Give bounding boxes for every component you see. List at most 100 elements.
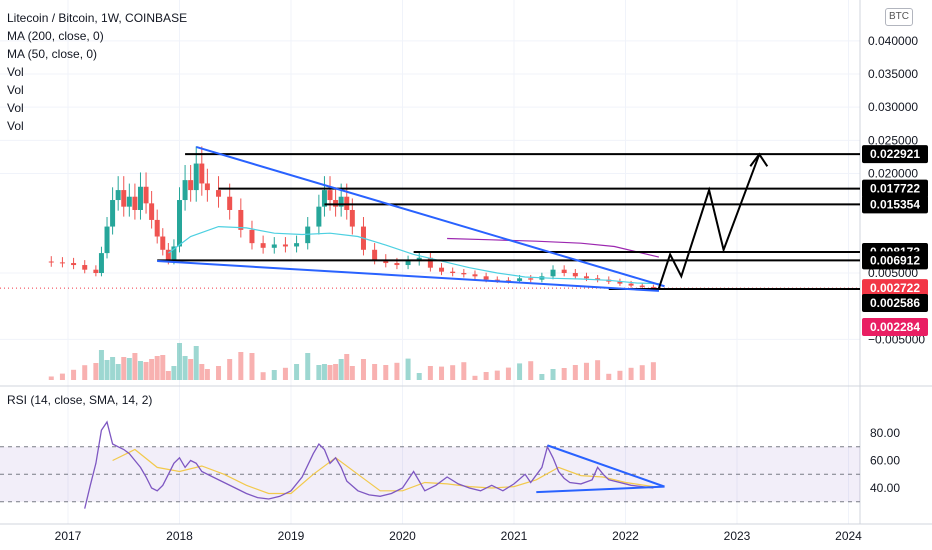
symbol-title[interactable]: Litecoin / Bitcoin, 1W, COINBASE	[7, 11, 188, 25]
candle-body	[472, 274, 478, 277]
rsi-sma-line	[112, 448, 654, 495]
volume-bar	[126, 358, 132, 380]
volume-bar	[227, 359, 233, 380]
price-label-box	[862, 318, 928, 337]
indicator-vol-2[interactable]: Vol	[7, 83, 24, 97]
projection-arrowhead	[749, 152, 769, 167]
candle-body	[249, 229, 255, 244]
volume-bar	[316, 365, 322, 380]
price-tick-label: 0.005000	[868, 266, 918, 280]
price-label-box	[862, 294, 928, 313]
candle-body	[282, 244, 288, 247]
volume-bar	[450, 365, 456, 380]
time-tick-label: 2018	[166, 529, 193, 543]
candle-body	[294, 243, 300, 247]
volume-bar	[143, 362, 149, 380]
candle-body	[550, 269, 556, 277]
indicator-ma50[interactable]: MA (50, close, 0)	[7, 47, 98, 61]
volume-bar	[294, 364, 300, 380]
candle-body	[528, 278, 534, 280]
rsi-trendline	[536, 485, 665, 494]
price-label-text: 0.022921	[870, 147, 920, 161]
candle-body	[450, 271, 456, 273]
volume-bar	[528, 361, 534, 380]
price-tick-label: 0.030000	[868, 100, 918, 114]
candle-body	[104, 226, 110, 254]
volume-bar	[416, 373, 422, 380]
candle-body	[115, 190, 121, 201]
volume-bar	[650, 362, 656, 380]
rsi-line	[84, 420, 654, 509]
volume-bar	[182, 356, 188, 380]
currency-badge[interactable]: BTC	[885, 8, 913, 26]
candle-body	[517, 278, 523, 281]
volume-bar	[561, 368, 567, 380]
volume-bars	[48, 343, 656, 380]
candle-body	[137, 186, 143, 210]
price-tick-label: 0.035000	[868, 67, 918, 81]
price-label-box	[862, 195, 928, 214]
price-label-text: 0.006912	[870, 253, 920, 267]
candle-body	[260, 243, 266, 248]
candle-body	[177, 200, 182, 247]
candle-body	[321, 190, 327, 207]
candle-body	[188, 180, 194, 191]
candle-body	[110, 200, 116, 227]
candle-body	[227, 196, 233, 210]
indicator-vol-4[interactable]: Vol	[7, 119, 24, 133]
volume-bar	[349, 366, 355, 380]
candle-body	[132, 196, 138, 210]
price-axis[interactable]: 0.040000 0.035000 0.030000 0.025000 0.020000…	[862, 34, 928, 495]
price-tick-label: 0.040000	[868, 34, 918, 48]
volume-bar	[104, 360, 110, 380]
volume-bar	[199, 364, 205, 380]
candle-body	[126, 196, 132, 207]
rsi-pane	[0, 420, 860, 509]
rsi-trendline	[547, 444, 665, 488]
candle-body	[639, 285, 645, 287]
volume-bar	[427, 366, 433, 380]
volume-bar	[59, 373, 65, 380]
indicator-vol-1[interactable]: Vol	[7, 65, 24, 79]
time-axis[interactable]: 2017 2018 2019 2020 2021 2022 2023 2024	[55, 529, 863, 543]
candle-body	[93, 269, 99, 273]
price-label-text: 0.002284	[870, 320, 920, 334]
volume-bar	[572, 365, 578, 380]
time-tick-label: 2021	[501, 529, 528, 543]
volume-bar	[505, 367, 511, 380]
time-tick-label: 2023	[724, 529, 751, 543]
volume-bar	[171, 366, 177, 380]
volume-bar	[82, 365, 88, 380]
volume-bar	[132, 353, 138, 380]
volume-bar	[517, 363, 523, 380]
candle-body	[98, 253, 104, 273]
candle-body	[154, 219, 160, 237]
price-label-box	[862, 179, 928, 198]
price-tick-label: 0.020000	[868, 167, 918, 181]
candle-body	[193, 163, 199, 191]
volume-bar	[260, 372, 266, 380]
price-label-text: 0.002586	[870, 296, 920, 310]
indicator-ma200[interactable]: MA (200, close, 0)	[7, 29, 104, 43]
candle-body	[338, 196, 344, 207]
rsi-tick-label: 60.00	[870, 454, 900, 468]
candle-body	[583, 276, 589, 279]
volume-bar	[595, 360, 601, 380]
candle-body	[165, 249, 171, 260]
candle-body	[82, 265, 88, 270]
horizontal-levels	[157, 153, 860, 291]
price-label-text: 0.015354	[870, 197, 920, 211]
volume-bar	[383, 365, 389, 380]
time-tick-label: 2020	[389, 529, 416, 543]
candle-body	[171, 246, 177, 260]
time-tick-label: 2017	[55, 529, 82, 543]
volume-bar	[472, 375, 478, 380]
time-tick-label: 2022	[612, 529, 639, 543]
volume-bar	[550, 369, 556, 380]
volume-bar	[71, 369, 77, 380]
candle-body	[405, 261, 411, 266]
rsi-legend[interactable]: RSI (14, close, SMA, 14, 2)	[7, 393, 153, 407]
indicator-vol-3[interactable]: Vol	[7, 101, 24, 115]
candle-body	[427, 257, 433, 268]
